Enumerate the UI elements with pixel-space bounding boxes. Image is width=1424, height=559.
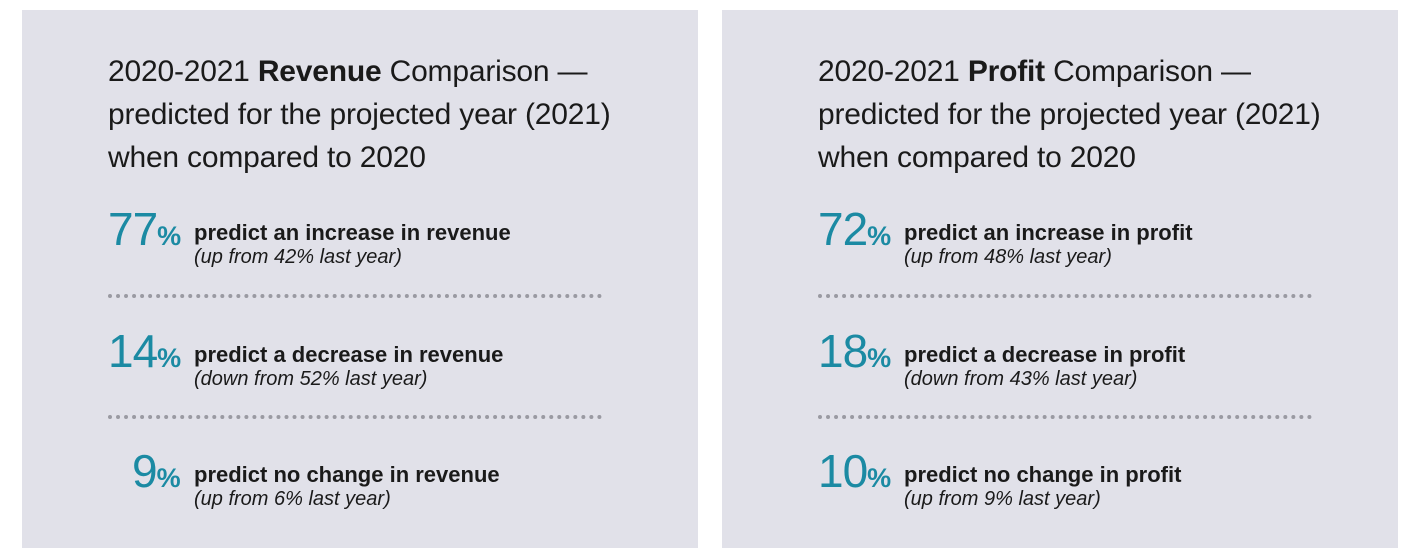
profit-heading-keyword: Profit <box>967 55 1045 88</box>
revenue-heading: 2020-2021 Revenue Comparison — predicted… <box>108 50 668 179</box>
stat-description: predict a decrease in profit <box>904 342 1186 367</box>
stat-unit: % <box>867 221 892 251</box>
stat-value: 18 <box>818 325 868 377</box>
stat-unit: % <box>156 463 181 493</box>
stat-description: predict no change in profit <box>904 462 1182 487</box>
stat-value: 72 <box>818 203 868 255</box>
stat-number: 18% <box>818 328 891 381</box>
stat-value: 77 <box>108 203 158 255</box>
dotted-divider <box>818 415 1312 419</box>
stat-note: (up from 48% last year) <box>904 246 1112 268</box>
revenue-panel: 2020-2021 Revenue Comparison — predicted… <box>22 10 698 548</box>
stat-unit: % <box>867 343 892 373</box>
stat-note: (up from 9% last year) <box>904 488 1101 510</box>
stat-note: (up from 6% last year) <box>194 488 391 510</box>
profit-panel: 2020-2021 Profit Comparison — predicted … <box>722 10 1398 548</box>
profit-stat-increase: 72% predict an increase in profit (up fr… <box>818 206 1338 286</box>
revenue-stat-increase: 77% predict an increase in revenue (up f… <box>108 206 628 286</box>
profit-heading-suffix: Comparison — predicted for the projected… <box>818 55 1321 174</box>
profit-heading: 2020-2021 Profit Comparison — predicted … <box>818 50 1378 179</box>
stat-description: predict an increase in profit <box>904 220 1193 245</box>
stat-value: 14 <box>108 325 158 377</box>
revenue-heading-prefix: 2020-2021 <box>108 55 258 88</box>
revenue-heading-suffix: Comparison — predicted for the projected… <box>108 55 611 174</box>
profit-stat-decrease: 18% predict a decrease in profit (down f… <box>818 328 1338 408</box>
stat-number: 72% <box>818 206 891 259</box>
stat-number: 10% <box>818 448 891 501</box>
stat-unit: % <box>867 463 892 493</box>
stat-description: predict no change in revenue <box>194 462 500 487</box>
stat-unit: % <box>157 343 182 373</box>
revenue-stat-decrease: 14% predict a decrease in revenue (down … <box>108 328 628 408</box>
stat-value: 10 <box>818 445 868 497</box>
profit-stat-no-change: 10% predict no change in profit (up from… <box>818 448 1338 528</box>
dotted-divider <box>818 294 1312 298</box>
dotted-divider <box>108 415 602 419</box>
stat-unit: % <box>157 221 182 251</box>
stat-value: 9 <box>132 445 158 497</box>
stat-number: 77% <box>108 206 181 259</box>
stat-note: (down from 43% last year) <box>904 368 1138 390</box>
dotted-divider <box>108 294 602 298</box>
profit-heading-prefix: 2020-2021 <box>818 55 968 88</box>
stat-description: predict a decrease in revenue <box>194 342 504 367</box>
stat-description: predict an increase in revenue <box>194 220 511 245</box>
stat-number: 14% <box>108 328 181 381</box>
revenue-stat-no-change: 9% predict no change in revenue (up from… <box>108 448 628 528</box>
stat-note: (up from 42% last year) <box>194 246 402 268</box>
revenue-heading-keyword: Revenue <box>257 55 382 88</box>
stat-note: (down from 52% last year) <box>194 368 428 390</box>
stat-number: 9% <box>132 448 181 501</box>
